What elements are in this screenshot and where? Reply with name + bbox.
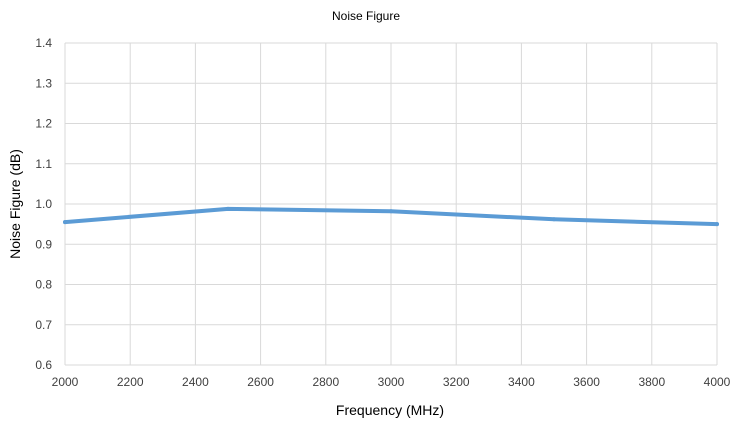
data-point [63, 220, 67, 225]
x-axis-title: Frequency (MHz) [336, 402, 444, 418]
y-axis-ticks: 0.6 0.7 0.8 0.9 1.0 1.1 1.2 1.3 1.4 [35, 36, 52, 372]
y-tick-label: 0.7 [35, 318, 52, 332]
y-tick-label: 1.0 [35, 197, 52, 211]
x-axis-ticks: 2000 2200 2400 2600 2800 3000 3200 3400 3600 3800… [52, 375, 731, 389]
gridlines [64, 42, 718, 366]
data-point [552, 217, 556, 222]
x-tick-label: 2600 [247, 375, 274, 389]
data-point [715, 222, 719, 227]
data-point [226, 206, 230, 211]
data-point [389, 209, 393, 214]
x-tick-label: 3000 [378, 375, 405, 389]
y-tick-label: 0.6 [35, 358, 52, 372]
series-group [63, 206, 719, 227]
x-tick-label: 4000 [704, 375, 731, 389]
x-tick-label: 3200 [443, 375, 470, 389]
y-tick-label: 0.8 [35, 278, 52, 292]
x-tick-label: 2200 [117, 375, 144, 389]
y-axis-title: Noise Figure (dB) [7, 149, 23, 259]
x-tick-label: 2800 [312, 375, 339, 389]
y-tick-label: 1.3 [35, 76, 52, 90]
x-tick-label: 3600 [573, 375, 600, 389]
x-tick-label: 3400 [508, 375, 535, 389]
y-tick-label: 1.2 [35, 117, 52, 131]
y-tick-label: 1.4 [35, 36, 52, 50]
chart-title: Noise Figure [332, 9, 400, 23]
x-tick-label: 2400 [182, 375, 209, 389]
x-tick-label: 2000 [52, 375, 79, 389]
x-tick-label: 3800 [638, 375, 665, 389]
y-tick-label: 0.9 [35, 237, 52, 251]
y-tick-label: 1.1 [35, 157, 52, 171]
